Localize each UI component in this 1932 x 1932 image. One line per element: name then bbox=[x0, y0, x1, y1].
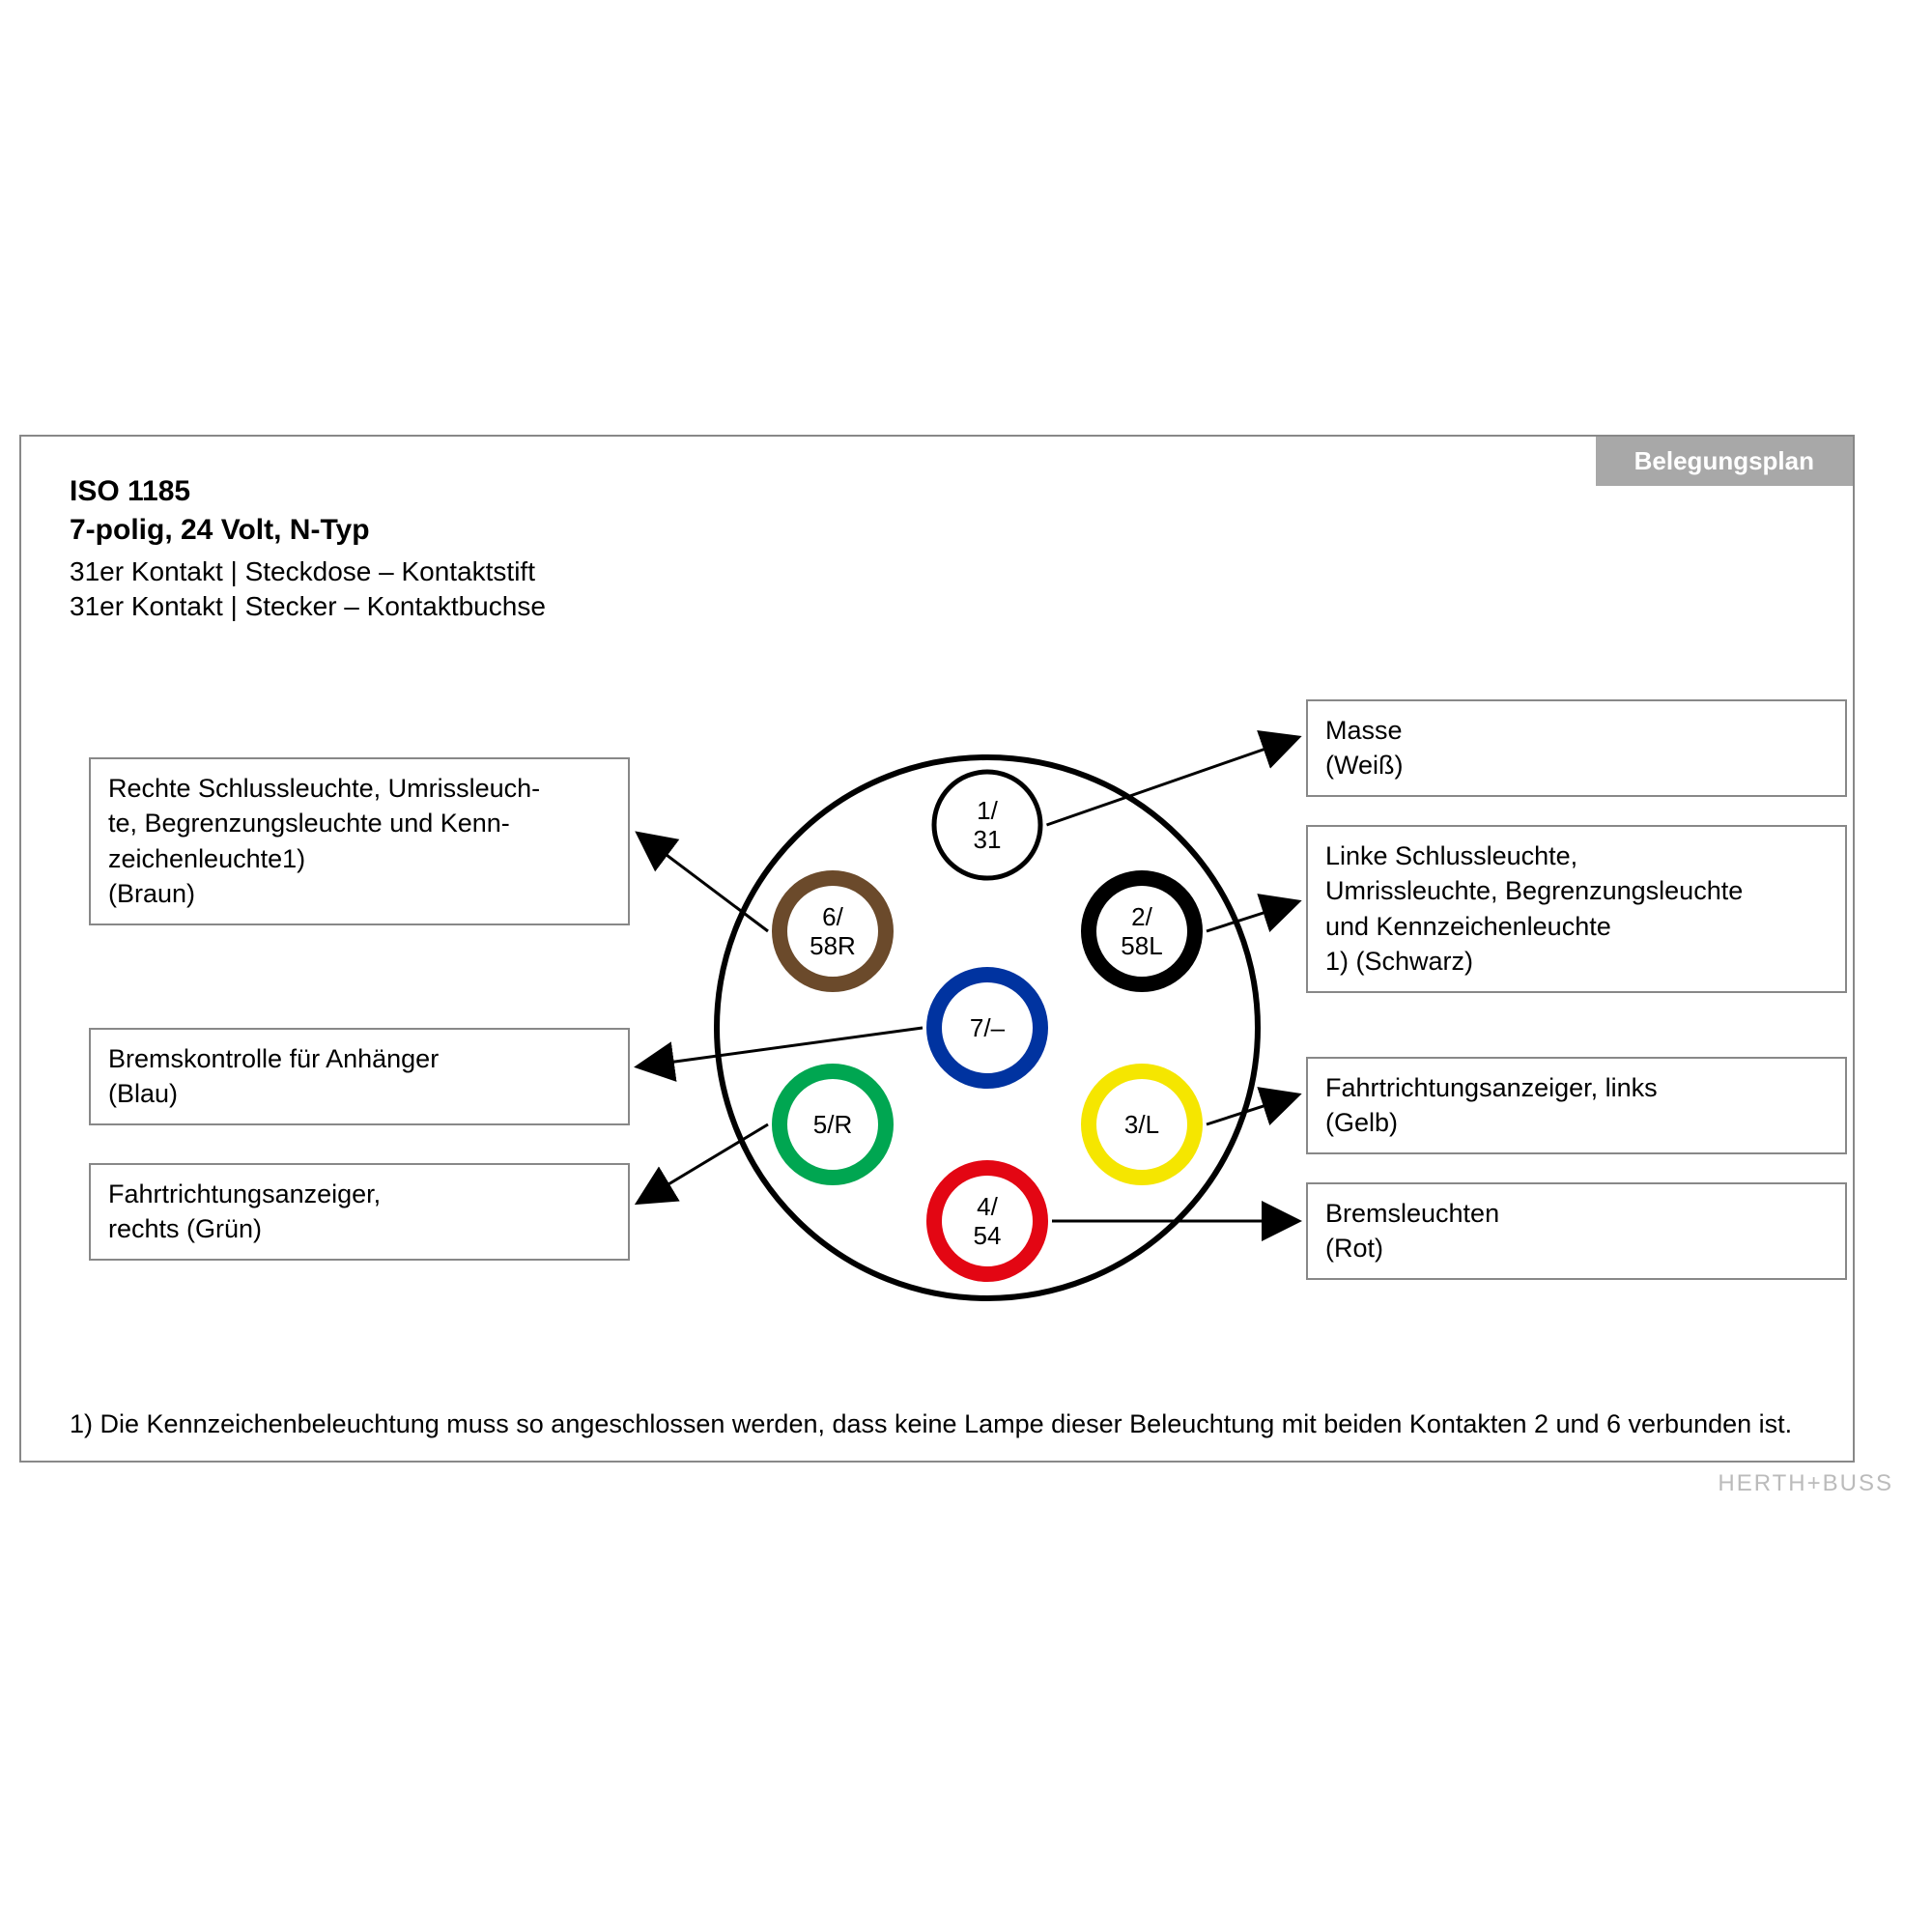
title-line3: 31er Kontakt | Steckdose – Kontaktstift bbox=[70, 556, 1804, 587]
svg-text:6/: 6/ bbox=[822, 902, 843, 931]
label-box-r4: Bremsleuchten (Rot) bbox=[1306, 1182, 1847, 1280]
svg-text:3/L: 3/L bbox=[1124, 1110, 1159, 1139]
svg-text:4/: 4/ bbox=[977, 1192, 998, 1221]
svg-text:54: 54 bbox=[974, 1221, 1002, 1250]
svg-text:7/–: 7/– bbox=[970, 1013, 1006, 1042]
title-line1: ISO 1185 bbox=[70, 475, 1804, 508]
diagram-area: 1/31 2/58L 3/L 4/54 5/R 6/58R 7/– Rechte Schlu… bbox=[70, 641, 1804, 1395]
label-box-l7: Bremskontrolle für Anhänger (Blau) bbox=[89, 1028, 630, 1125]
svg-text:58L: 58L bbox=[1121, 931, 1162, 960]
svg-text:2/: 2/ bbox=[1131, 902, 1152, 931]
title-block: ISO 1185 7-polig, 24 Volt, N-Typ 31er Ko… bbox=[70, 475, 1804, 622]
content: ISO 1185 7-polig, 24 Volt, N-Typ 31er Ko… bbox=[21, 437, 1853, 1461]
svg-text:58R: 58R bbox=[810, 931, 856, 960]
svg-text:1/: 1/ bbox=[977, 796, 998, 825]
svg-text:31: 31 bbox=[974, 825, 1002, 854]
label-box-r1: Masse (Weiß) bbox=[1306, 699, 1847, 797]
diagram-frame: Belegungsplan ISO 1185 7-polig, 24 Volt,… bbox=[19, 435, 1855, 1463]
brand-label: HERTH+BUSS bbox=[19, 1463, 1913, 1497]
svg-text:5/R: 5/R bbox=[813, 1110, 852, 1139]
title-line4: 31er Kontakt | Stecker – Kontaktbuchse bbox=[70, 591, 1804, 622]
label-box-r2: Linke Schlussleuchte, Umrissleuchte, Beg… bbox=[1306, 825, 1847, 993]
label-box-l5: Fahrtrichtungsanzeiger, rechts (Grün) bbox=[89, 1163, 630, 1261]
label-box-l6: Rechte Schlussleuchte, Umrissleuch- te, … bbox=[89, 757, 630, 925]
footnote: 1) Die Kennzeichenbeleuchtung muss so an… bbox=[70, 1405, 1804, 1444]
label-box-r3: Fahrtrichtungsanzeiger, links (Gelb) bbox=[1306, 1057, 1847, 1154]
title-line2: 7-polig, 24 Volt, N-Typ bbox=[70, 514, 1804, 547]
